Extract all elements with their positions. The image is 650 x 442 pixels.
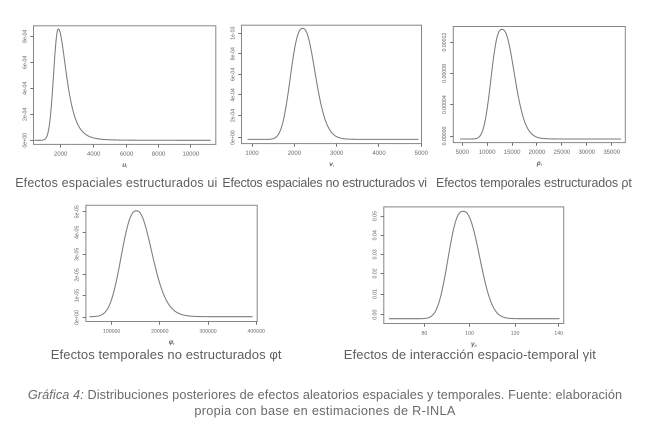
svg-text:1e-05: 1e-05 (75, 289, 81, 302)
svg-text:20000: 20000 (529, 150, 546, 156)
svg-text:4000: 4000 (87, 152, 101, 158)
svg-text:vi: vi (329, 161, 334, 168)
svg-text:300000: 300000 (199, 329, 216, 335)
svg-text:400000: 400000 (248, 329, 265, 335)
svg-text:100000: 100000 (103, 329, 120, 335)
svg-text:1e-03: 1e-03 (230, 26, 236, 39)
svg-text:0.01: 0.01 (373, 289, 379, 299)
svg-text:φt: φt (169, 339, 176, 346)
svg-text:0.00004: 0.00004 (442, 95, 448, 114)
svg-text:4e-04: 4e-04 (22, 82, 28, 95)
svg-text:80: 80 (422, 331, 428, 337)
svg-text:0.00008: 0.00008 (442, 64, 448, 83)
svg-text:30000: 30000 (578, 150, 595, 156)
svg-text:5e-05: 5e-05 (75, 205, 81, 218)
svg-text:0.00000: 0.00000 (442, 127, 448, 146)
svg-text:10000: 10000 (479, 150, 496, 156)
svg-text:8e-04: 8e-04 (22, 30, 28, 43)
svg-text:4e-04: 4e-04 (230, 88, 236, 101)
svg-text:3000: 3000 (330, 151, 344, 157)
svg-text:0.05: 0.05 (373, 211, 379, 221)
svg-text:0e+00: 0e+00 (22, 133, 28, 148)
svg-text:0.04: 0.04 (373, 230, 379, 240)
svg-text:5000: 5000 (456, 150, 470, 156)
svg-text:15000: 15000 (504, 150, 521, 156)
svg-text:2000: 2000 (54, 152, 68, 158)
svg-text:0.02: 0.02 (373, 268, 379, 278)
svg-text:0.00012: 0.00012 (442, 33, 448, 52)
svg-text:25000: 25000 (554, 150, 571, 156)
svg-text:4000: 4000 (372, 151, 386, 157)
svg-text:8000: 8000 (152, 152, 166, 158)
svg-text:γit: γit (471, 341, 478, 348)
svg-text:0.00: 0.00 (373, 310, 379, 320)
svg-text:6e-04: 6e-04 (230, 68, 236, 81)
svg-text:6000: 6000 (120, 152, 134, 158)
svg-text:2e-05: 2e-05 (75, 268, 81, 281)
svg-text:0e+00: 0e+00 (75, 310, 81, 325)
svg-text:10000: 10000 (182, 152, 199, 158)
svg-text:140: 140 (554, 331, 563, 337)
svg-text:35000: 35000 (603, 150, 620, 156)
svg-text:2e-04: 2e-04 (22, 108, 28, 121)
svg-text:2000: 2000 (288, 151, 302, 157)
svg-text:0.03: 0.03 (373, 249, 379, 259)
svg-text:ui: ui (122, 162, 127, 169)
svg-text:8e-04: 8e-04 (230, 47, 236, 60)
svg-text:4e-05: 4e-05 (75, 226, 81, 239)
svg-text:ρt: ρt (536, 160, 543, 167)
svg-text:3e-05: 3e-05 (75, 248, 81, 261)
svg-text:1000: 1000 (245, 151, 259, 157)
svg-text:0e+00: 0e+00 (230, 130, 236, 145)
svg-text:200000: 200000 (151, 329, 168, 335)
svg-text:100: 100 (465, 331, 474, 337)
svg-text:2e-04: 2e-04 (230, 109, 236, 122)
svg-text:5000: 5000 (415, 151, 429, 157)
svg-text:120: 120 (511, 331, 520, 337)
svg-text:6e-04: 6e-04 (22, 56, 28, 69)
